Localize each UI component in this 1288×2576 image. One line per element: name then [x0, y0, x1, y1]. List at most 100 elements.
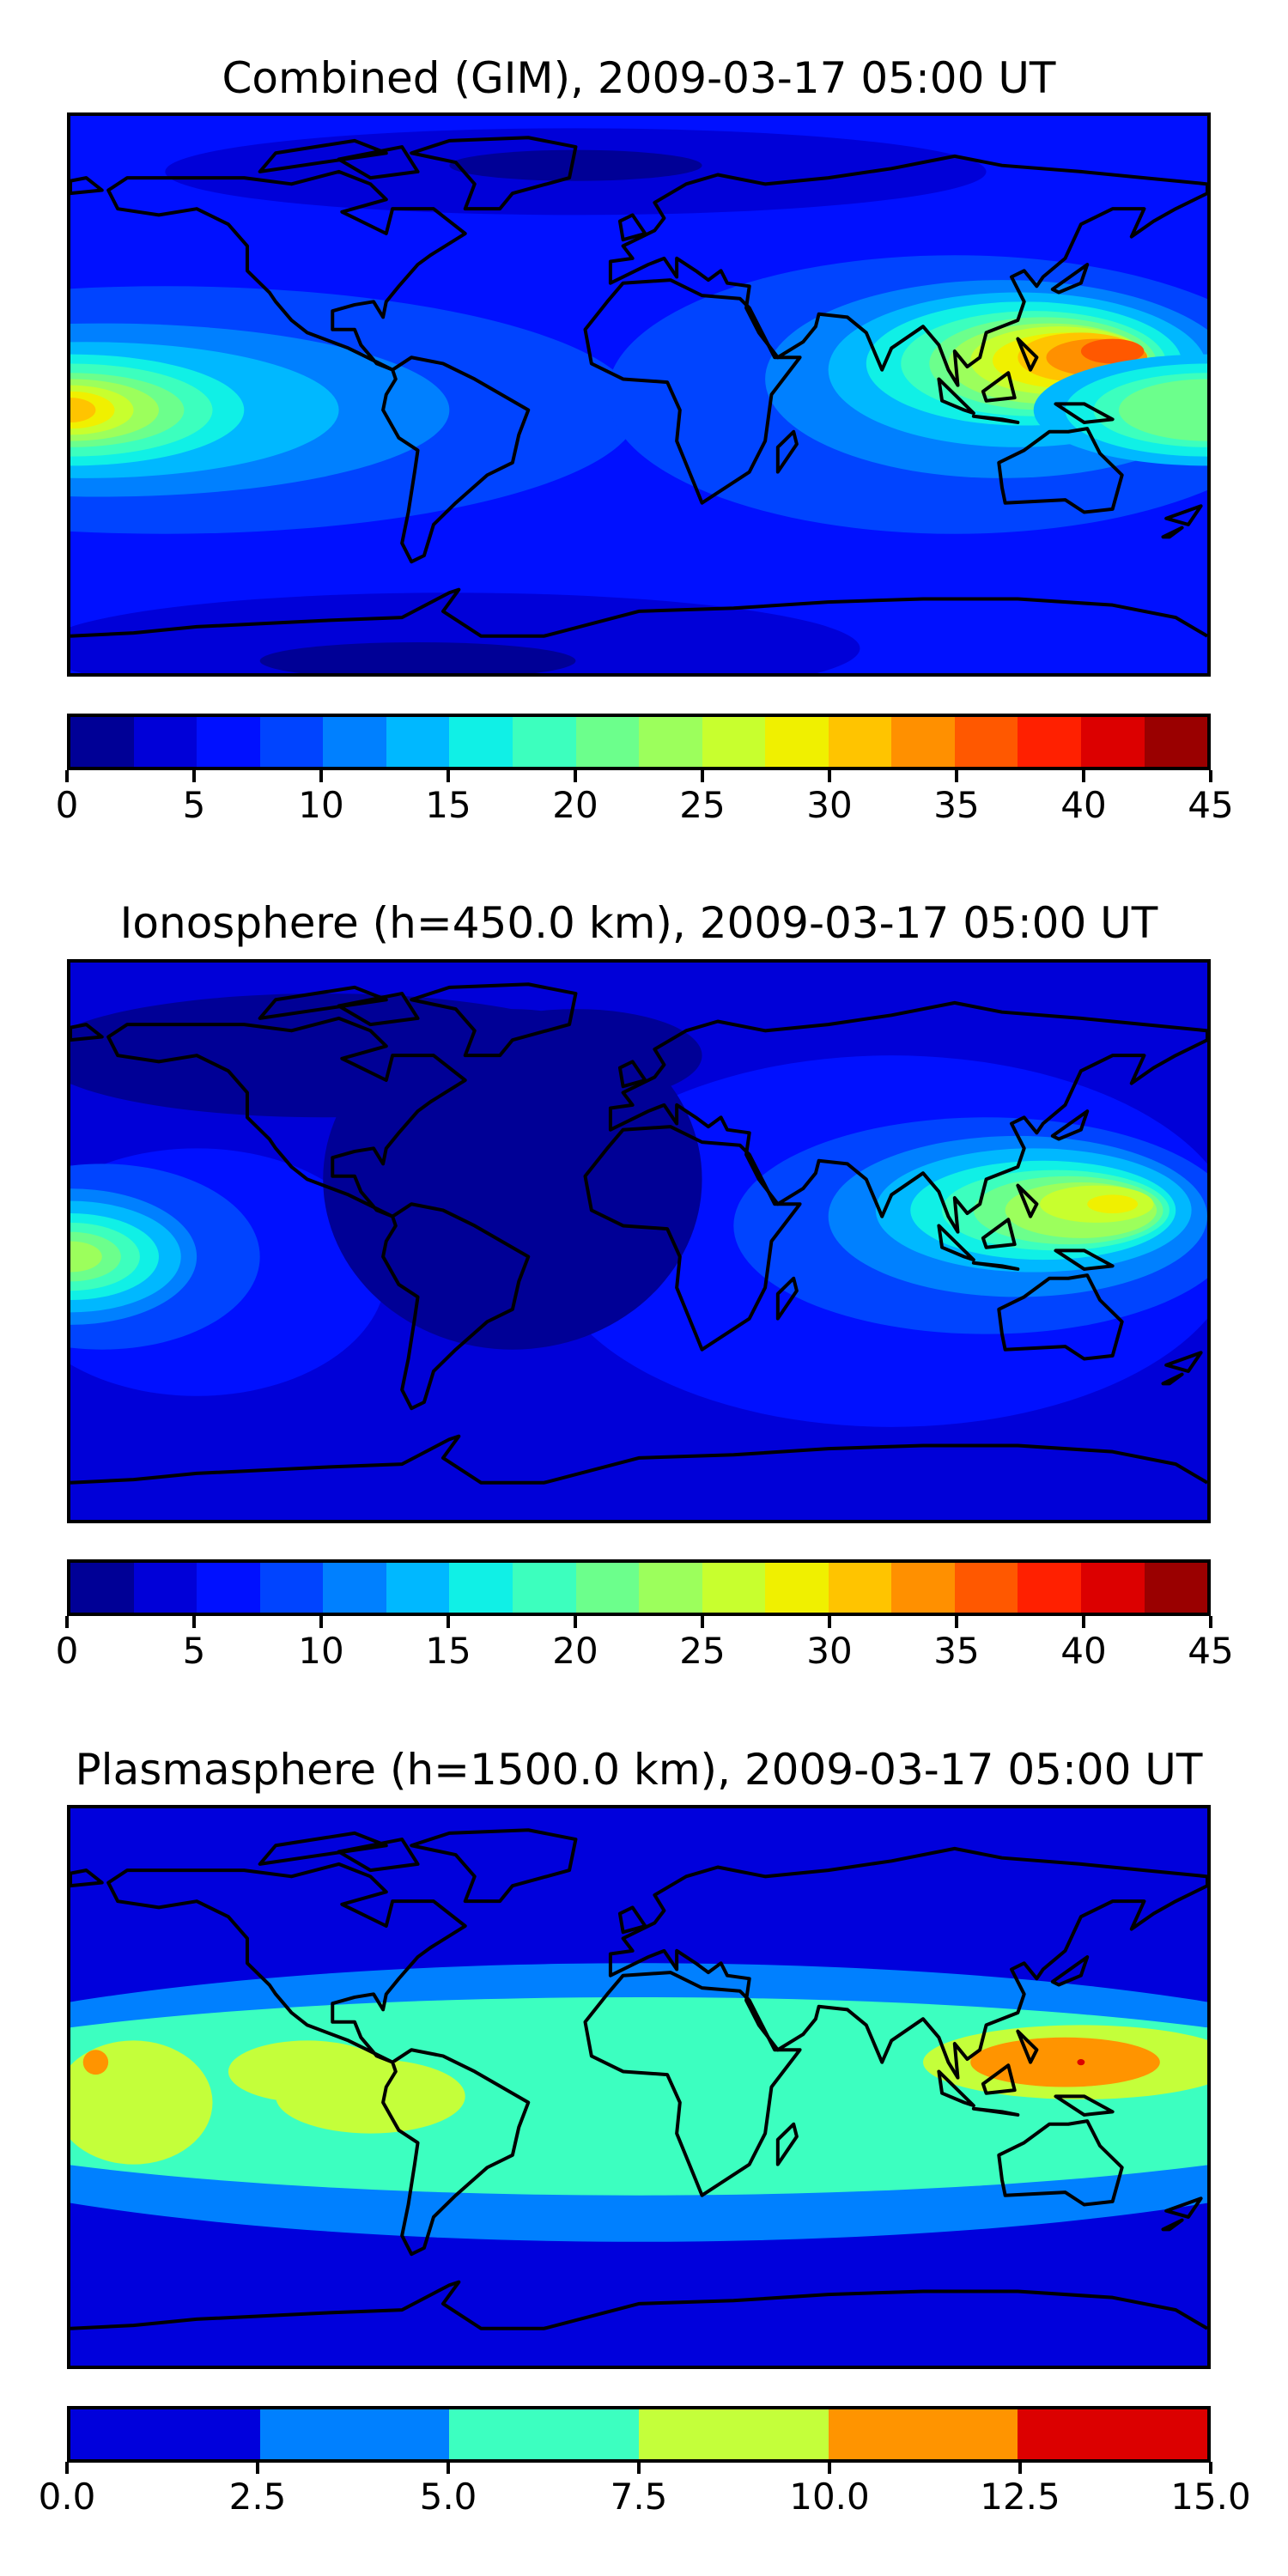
colorbar-segment — [575, 1563, 640, 1613]
contour-map-ionosphere — [70, 963, 1207, 1520]
colorbar-segment — [702, 717, 766, 767]
chart-title-combined: Combined (GIM), 2009-03-17 05:00 UT — [222, 53, 1056, 103]
colorbar-tick — [447, 770, 450, 782]
colorbar-tick-label: 30 — [806, 784, 853, 826]
colorbar-segment — [323, 1563, 386, 1613]
colorbar-tick — [1209, 770, 1212, 782]
colorbar-tick-label: 45 — [1188, 784, 1234, 826]
colorbar-tick-label: 25 — [679, 1630, 726, 1672]
colorbar-segment — [512, 1563, 576, 1613]
contour-region — [1080, 338, 1145, 364]
colorbar-tick-label: 2.5 — [228, 2476, 287, 2518]
colorbar-segment — [765, 717, 829, 767]
colorbar-segment — [891, 1563, 955, 1613]
colorbar-tick-label: 20 — [552, 1630, 598, 1672]
contour-region — [276, 2059, 465, 2134]
colorbar-segment — [70, 1563, 134, 1613]
contour-map-combined — [70, 116, 1207, 673]
colorbar-segment — [828, 1563, 892, 1613]
colorbar-tick — [701, 1616, 704, 1628]
colorbar-segment — [512, 717, 576, 767]
colorbar-segment — [1018, 717, 1081, 767]
colorbar-tick — [447, 1616, 450, 1628]
chart-title-ionosphere: Ionosphere (h=450.0 km), 2009-03-17 05:0… — [119, 898, 1158, 948]
contour-map-plasmasphere — [70, 1808, 1207, 2366]
colorbar-tick — [1018, 2462, 1022, 2474]
colorbar-tick-label: 35 — [933, 1630, 980, 1672]
colorbar-segment — [1018, 1563, 1081, 1613]
colorbar-tick-label: 15 — [425, 784, 471, 826]
colorbar-tick-label: 35 — [933, 784, 980, 826]
colorbar-segment — [1144, 1563, 1208, 1613]
colorbar-tick-label: 10 — [298, 1630, 344, 1672]
colorbar-segment — [70, 2409, 260, 2459]
contour-region — [970, 2037, 1160, 2087]
contour-region — [449, 1009, 702, 1103]
colorbar-segment — [891, 717, 955, 767]
colorbar-ionosphere — [67, 1559, 1211, 1616]
colorbar-segment — [1144, 717, 1208, 767]
colorbar-segment — [954, 717, 1018, 767]
colorbar-tick-label: 20 — [552, 784, 598, 826]
colorbar-tick-label: 30 — [806, 1630, 853, 1672]
contour-region — [70, 398, 96, 422]
colorbar-tick-label: 7.5 — [610, 2476, 668, 2518]
map-ionosphere — [67, 959, 1211, 1523]
colorbar-tick — [65, 1616, 69, 1628]
contours — [70, 993, 1207, 1427]
colorbar-segment — [259, 717, 324, 767]
colorbar-tick — [256, 2462, 259, 2474]
contour-region — [82, 2050, 109, 2075]
colorbar-segment — [639, 2409, 829, 2459]
colorbar-segment — [133, 717, 197, 767]
colorbar-tick — [65, 2462, 69, 2474]
colorbar-tick — [1209, 1616, 1212, 1628]
contour-region — [449, 149, 702, 181]
colorbar-tick-label: 0.0 — [38, 2476, 96, 2518]
colorbar-tick — [573, 1616, 577, 1628]
contour-region — [259, 641, 576, 673]
colorbar-segment — [197, 1563, 260, 1613]
colorbar-tick-label: 5 — [182, 784, 206, 826]
colorbar-plasmasphere — [67, 2406, 1211, 2463]
colorbar-tick — [955, 770, 958, 782]
contours — [70, 1963, 1207, 2242]
colorbar-segment — [954, 1563, 1018, 1613]
colorbar-segment — [386, 717, 450, 767]
colorbar-segment — [575, 717, 640, 767]
colorbar-tick — [319, 770, 323, 782]
colorbar-segment — [259, 2409, 450, 2459]
colorbar-tick-label: 10.0 — [789, 2476, 870, 2518]
colorbar-tick-label: 45 — [1188, 1630, 1234, 1672]
colorbar-segment — [828, 2409, 1018, 2459]
colorbar-segment — [197, 717, 260, 767]
colorbar-tick — [191, 1616, 196, 1628]
colorbar-tick — [828, 1616, 831, 1628]
colorbar-segment — [702, 1563, 766, 1613]
colorbar-segment — [1081, 1563, 1145, 1613]
colorbar-tick — [1081, 770, 1085, 782]
colorbar-tick-label: 5 — [182, 1630, 206, 1672]
colorbar-tick-label: 25 — [679, 784, 726, 826]
colorbar-tick-label: 15 — [425, 1630, 471, 1672]
colorbar-segment — [639, 717, 702, 767]
colorbar-tick-label: 0 — [55, 784, 79, 826]
colorbar-segment — [1018, 2409, 1208, 2459]
chart-title-plasmasphere: Plasmasphere (h=1500.0 km), 2009-03-17 0… — [75, 1745, 1203, 1795]
contour-region — [1077, 2059, 1085, 2066]
contour-region — [1087, 1194, 1139, 1214]
contour-region — [70, 2040, 213, 2165]
colorbar-tick-label: 12.5 — [980, 2476, 1060, 2518]
colorbar-tick-label: 10 — [298, 784, 344, 826]
colorbar-segment — [449, 1563, 513, 1613]
colorbar-segment — [828, 717, 892, 767]
contour-region — [70, 592, 860, 673]
colorbar-tick — [319, 1616, 323, 1628]
contour-region — [1119, 379, 1207, 441]
map-plasmasphere — [67, 1805, 1211, 2369]
colorbar-tick — [65, 770, 69, 782]
colorbar-ticks-plasmasphere: 0.0 2.5 5.0 7.5 10.0 12.5 15.0 — [39, 2462, 1251, 2539]
colorbar-tick — [1209, 2462, 1212, 2474]
colorbar-segment — [133, 1563, 197, 1613]
colorbar-combined — [67, 714, 1211, 770]
